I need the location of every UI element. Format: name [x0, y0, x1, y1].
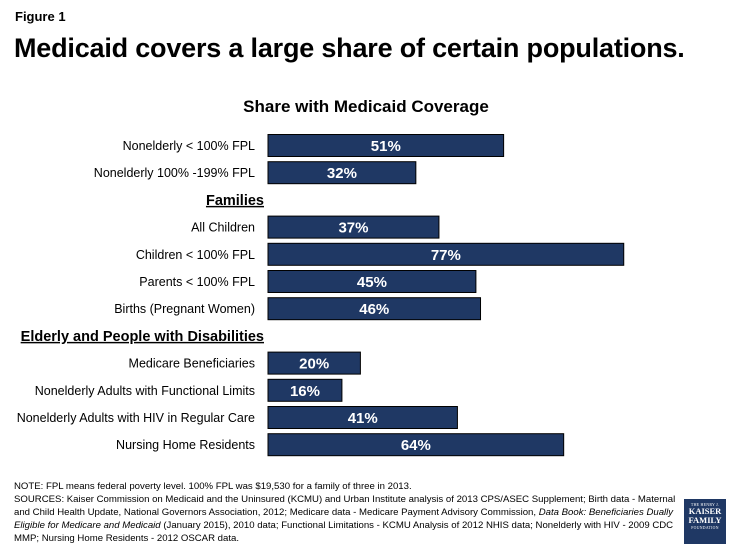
sources-text-2: (January 2015), 2010 data; Functional Li…: [14, 520, 674, 544]
category-label: Nonelderly 100% -199% FPL: [94, 166, 255, 180]
category-label: Nonelderly Adults with Functional Limits: [35, 384, 255, 398]
figure-label: Figure 1: [15, 9, 66, 24]
kaiser-family-foundation-logo: THE HENRY J. KAISER FAMILY FOUNDATION: [684, 499, 726, 544]
data-label: 20%: [299, 356, 329, 373]
chart-body: Nonelderly < 100% FPL 51% Nonelderly 100% …: [17, 134, 625, 457]
bar-chart: Share with Medicaid Coverage Nonelderly …: [17, 97, 625, 457]
bar: [267, 378, 343, 402]
bar: [267, 297, 482, 321]
category-label: Children < 100% FPL: [136, 248, 255, 262]
sources-text-1: SOURCES: Kaiser Commission on Medicaid a…: [14, 494, 676, 518]
data-label: 64%: [401, 437, 431, 454]
bar: [267, 270, 477, 293]
bar: [267, 433, 565, 457]
category-label: Parents < 100% FPL: [139, 275, 255, 289]
data-label: 16%: [290, 383, 320, 400]
logo-line-2: FAMILY: [688, 515, 722, 525]
logo-top-line: THE HENRY J.: [690, 502, 720, 507]
footnote-note: NOTE: FPL means federal poverty level. 1…: [14, 481, 412, 492]
group-heading: Elderly and People with Disabilities: [21, 329, 264, 345]
category-label: Nonelderly < 100% FPL: [123, 139, 255, 153]
data-label: 51%: [371, 138, 401, 155]
bar: [267, 134, 505, 157]
bar: [267, 161, 417, 185]
category-label: Medicare Beneficiaries: [129, 357, 255, 371]
data-label: 45%: [357, 274, 387, 291]
data-label: 41%: [348, 410, 378, 427]
group-heading: Families: [206, 193, 264, 209]
category-label: Births (Pregnant Women): [114, 302, 255, 316]
bar: [267, 406, 458, 429]
data-label: 37%: [338, 220, 368, 237]
bar: [267, 351, 361, 375]
data-label: 46%: [359, 301, 389, 318]
footnote-sources: SOURCES: Kaiser Commission on Medicaid a…: [14, 493, 679, 545]
logo-line-1: KAISER: [688, 506, 722, 516]
logo-bottom-line: FOUNDATION: [691, 526, 719, 530]
data-label: 77%: [431, 247, 461, 264]
page-title: Medicaid covers a large share of certain…: [14, 33, 685, 63]
data-label: 32%: [327, 165, 357, 182]
bar: [267, 215, 440, 239]
chart-title: Share with Medicaid Coverage: [243, 97, 489, 116]
category-label: Nursing Home Residents: [116, 438, 255, 452]
footnote: NOTE: FPL means federal poverty level. 1…: [14, 480, 679, 545]
bar: [267, 242, 625, 266]
category-label: All Children: [191, 221, 255, 235]
category-label: Nonelderly Adults with HIV in Regular Ca…: [17, 411, 255, 425]
sources-italic-title: Data Book: Beneficiaries Dually Eligible…: [14, 507, 674, 531]
